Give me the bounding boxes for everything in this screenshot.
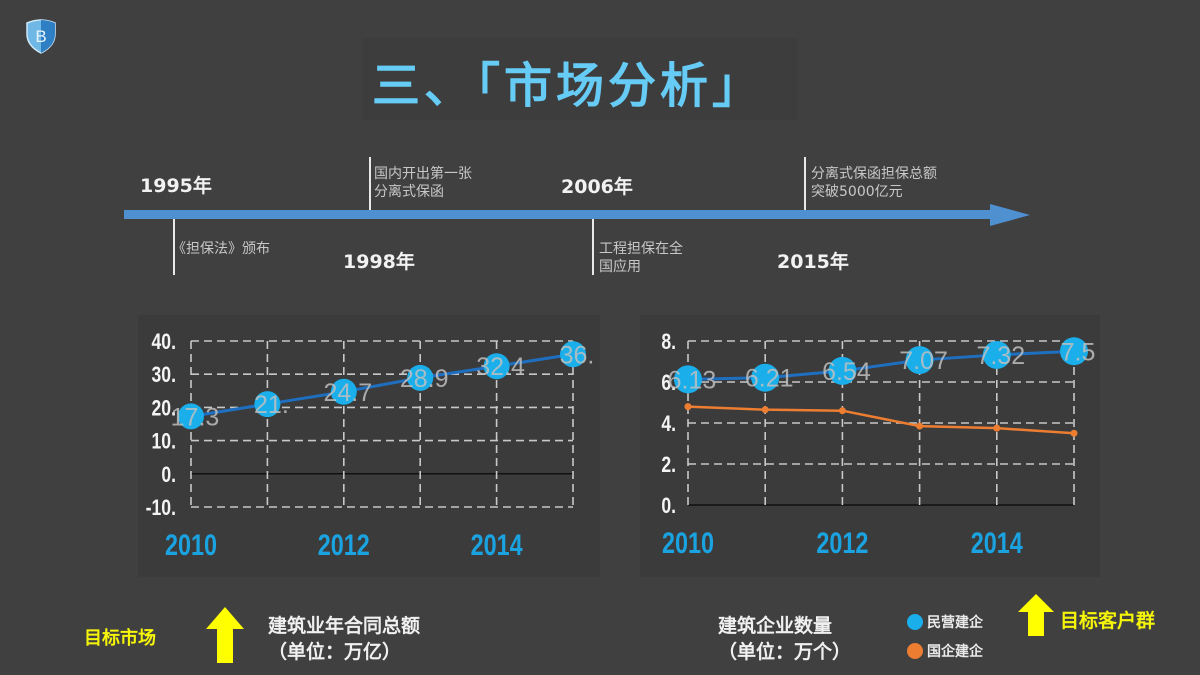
legend-item-private: 民营建企 xyxy=(907,612,983,632)
data-point xyxy=(982,340,1011,369)
target-customers-label: 目标客户群 xyxy=(1060,610,1156,632)
y-tick-label: 30. xyxy=(152,363,176,387)
timeline-arrow-icon xyxy=(990,204,1030,226)
data-label: 28.9 xyxy=(400,365,449,393)
data-point xyxy=(684,403,692,411)
y-tick-label: 20. xyxy=(152,397,176,421)
data-point xyxy=(916,422,924,430)
data-label: 24.7 xyxy=(323,379,372,407)
x-tick-label: 2010 xyxy=(662,526,714,559)
data-label: 6.13 xyxy=(668,366,717,394)
x-tick-label: 2014 xyxy=(971,526,1023,559)
x-tick-label: 2014 xyxy=(471,528,523,561)
timeline-tick xyxy=(592,219,594,275)
data-point xyxy=(330,378,357,405)
left-chart-caption: 建筑业年合同总额 （单位：万亿） xyxy=(268,615,421,663)
timeline-year-2006: 2006年 xyxy=(561,176,633,198)
y-tick-label: 4. xyxy=(661,412,676,436)
y-tick-label: 0. xyxy=(661,494,676,518)
data-label: 17.3 xyxy=(171,403,220,431)
data-point xyxy=(407,364,434,391)
timeline-bar xyxy=(124,210,994,219)
y-tick-label: 0. xyxy=(161,463,176,487)
data-point xyxy=(560,341,586,368)
series-line-orange xyxy=(687,405,1075,435)
data-point xyxy=(905,346,934,375)
timeline-event-first-separate-guarantee: 国内开出第一张 分离式保函 xyxy=(374,166,472,200)
legend-dot-blue-icon xyxy=(907,614,923,630)
data-point xyxy=(838,407,846,415)
data-label: 36. xyxy=(560,341,595,369)
timeline-event-guarantee-law: 《担保法》颁布 xyxy=(172,241,270,257)
data-label: 32.4 xyxy=(476,353,525,381)
line-chart-enterprise-count: 8. 6. 4. 2. 0. 2010 2012 2014 6.13 6.21 6.54 7.07 7.… xyxy=(661,330,1095,559)
data-label: 6.54 xyxy=(822,358,871,386)
y-tick-label: 10. xyxy=(152,430,176,454)
up-arrow-icon xyxy=(206,607,244,663)
timeline-year-1998: 1998年 xyxy=(343,251,415,273)
timeline-year-1995: 1995年 xyxy=(140,175,212,197)
page-title: 三、「市场分析」 xyxy=(372,58,765,114)
title-panel xyxy=(362,38,798,120)
y-tick-label: -10. xyxy=(146,496,176,520)
y-tick-label: 6. xyxy=(661,371,676,395)
data-point xyxy=(1060,337,1088,366)
target-market-label: 目标市场 xyxy=(84,628,156,649)
timeline-year-2015: 2015年 xyxy=(777,251,849,273)
x-tick-label: 2012 xyxy=(318,528,370,561)
data-label: 7.32 xyxy=(976,342,1025,370)
x-tick-label: 2012 xyxy=(816,526,868,559)
data-point xyxy=(483,353,510,380)
right-chart-caption: 建筑企业数量 （单位：万个） xyxy=(718,615,852,663)
shield-logo-icon: B xyxy=(26,19,56,54)
svg-text:B: B xyxy=(35,27,46,46)
up-arrow-icon xyxy=(1018,594,1054,636)
data-label: 21. xyxy=(254,391,289,419)
timeline-tick xyxy=(173,219,175,275)
y-tick-label: 2. xyxy=(661,453,676,477)
legend-dot-orange-icon xyxy=(907,643,923,659)
timeline-event-5000-billion: 分离式保函担保总额 突破5000亿元 xyxy=(811,166,937,200)
data-point xyxy=(674,365,702,394)
data-point xyxy=(993,424,1001,432)
legend-item-state: 国企建企 xyxy=(907,641,983,661)
data-point xyxy=(254,391,281,418)
x-tick-label: 2010 xyxy=(165,528,217,561)
line-chart-contract-total: 40. 30. 20. 10. 0. -10. 2010 2012 2014 17.3 21. 24.… xyxy=(146,330,595,561)
chart-panel-left xyxy=(138,315,600,577)
data-point xyxy=(828,356,857,385)
chart-panel-right xyxy=(640,315,1100,577)
data-label: 6.21 xyxy=(745,365,794,393)
y-tick-label: 40. xyxy=(152,330,176,354)
data-label: 7.07 xyxy=(899,347,948,375)
timeline-tick xyxy=(369,157,371,210)
timeline-tick xyxy=(804,157,806,210)
data-point xyxy=(751,363,780,392)
data-point xyxy=(761,406,769,414)
data-point xyxy=(1070,429,1078,437)
data-label: 7.5 xyxy=(1061,338,1096,366)
timeline-event-nationwide: 工程担保在全 国应用 xyxy=(599,241,683,275)
data-point xyxy=(178,403,204,430)
y-tick-label: 8. xyxy=(661,330,676,354)
